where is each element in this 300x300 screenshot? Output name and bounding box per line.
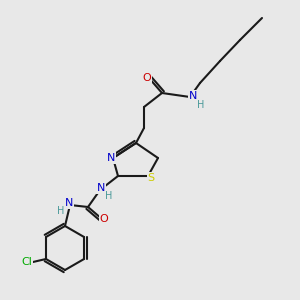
Text: S: S (147, 173, 155, 183)
Text: N: N (189, 91, 197, 101)
Text: H: H (57, 206, 65, 216)
Text: Cl: Cl (22, 257, 32, 267)
Text: H: H (197, 100, 205, 110)
Text: N: N (65, 198, 73, 208)
Text: N: N (107, 153, 115, 163)
Text: O: O (100, 214, 108, 224)
Text: O: O (142, 73, 152, 83)
Text: N: N (97, 183, 105, 193)
Text: H: H (105, 191, 113, 201)
